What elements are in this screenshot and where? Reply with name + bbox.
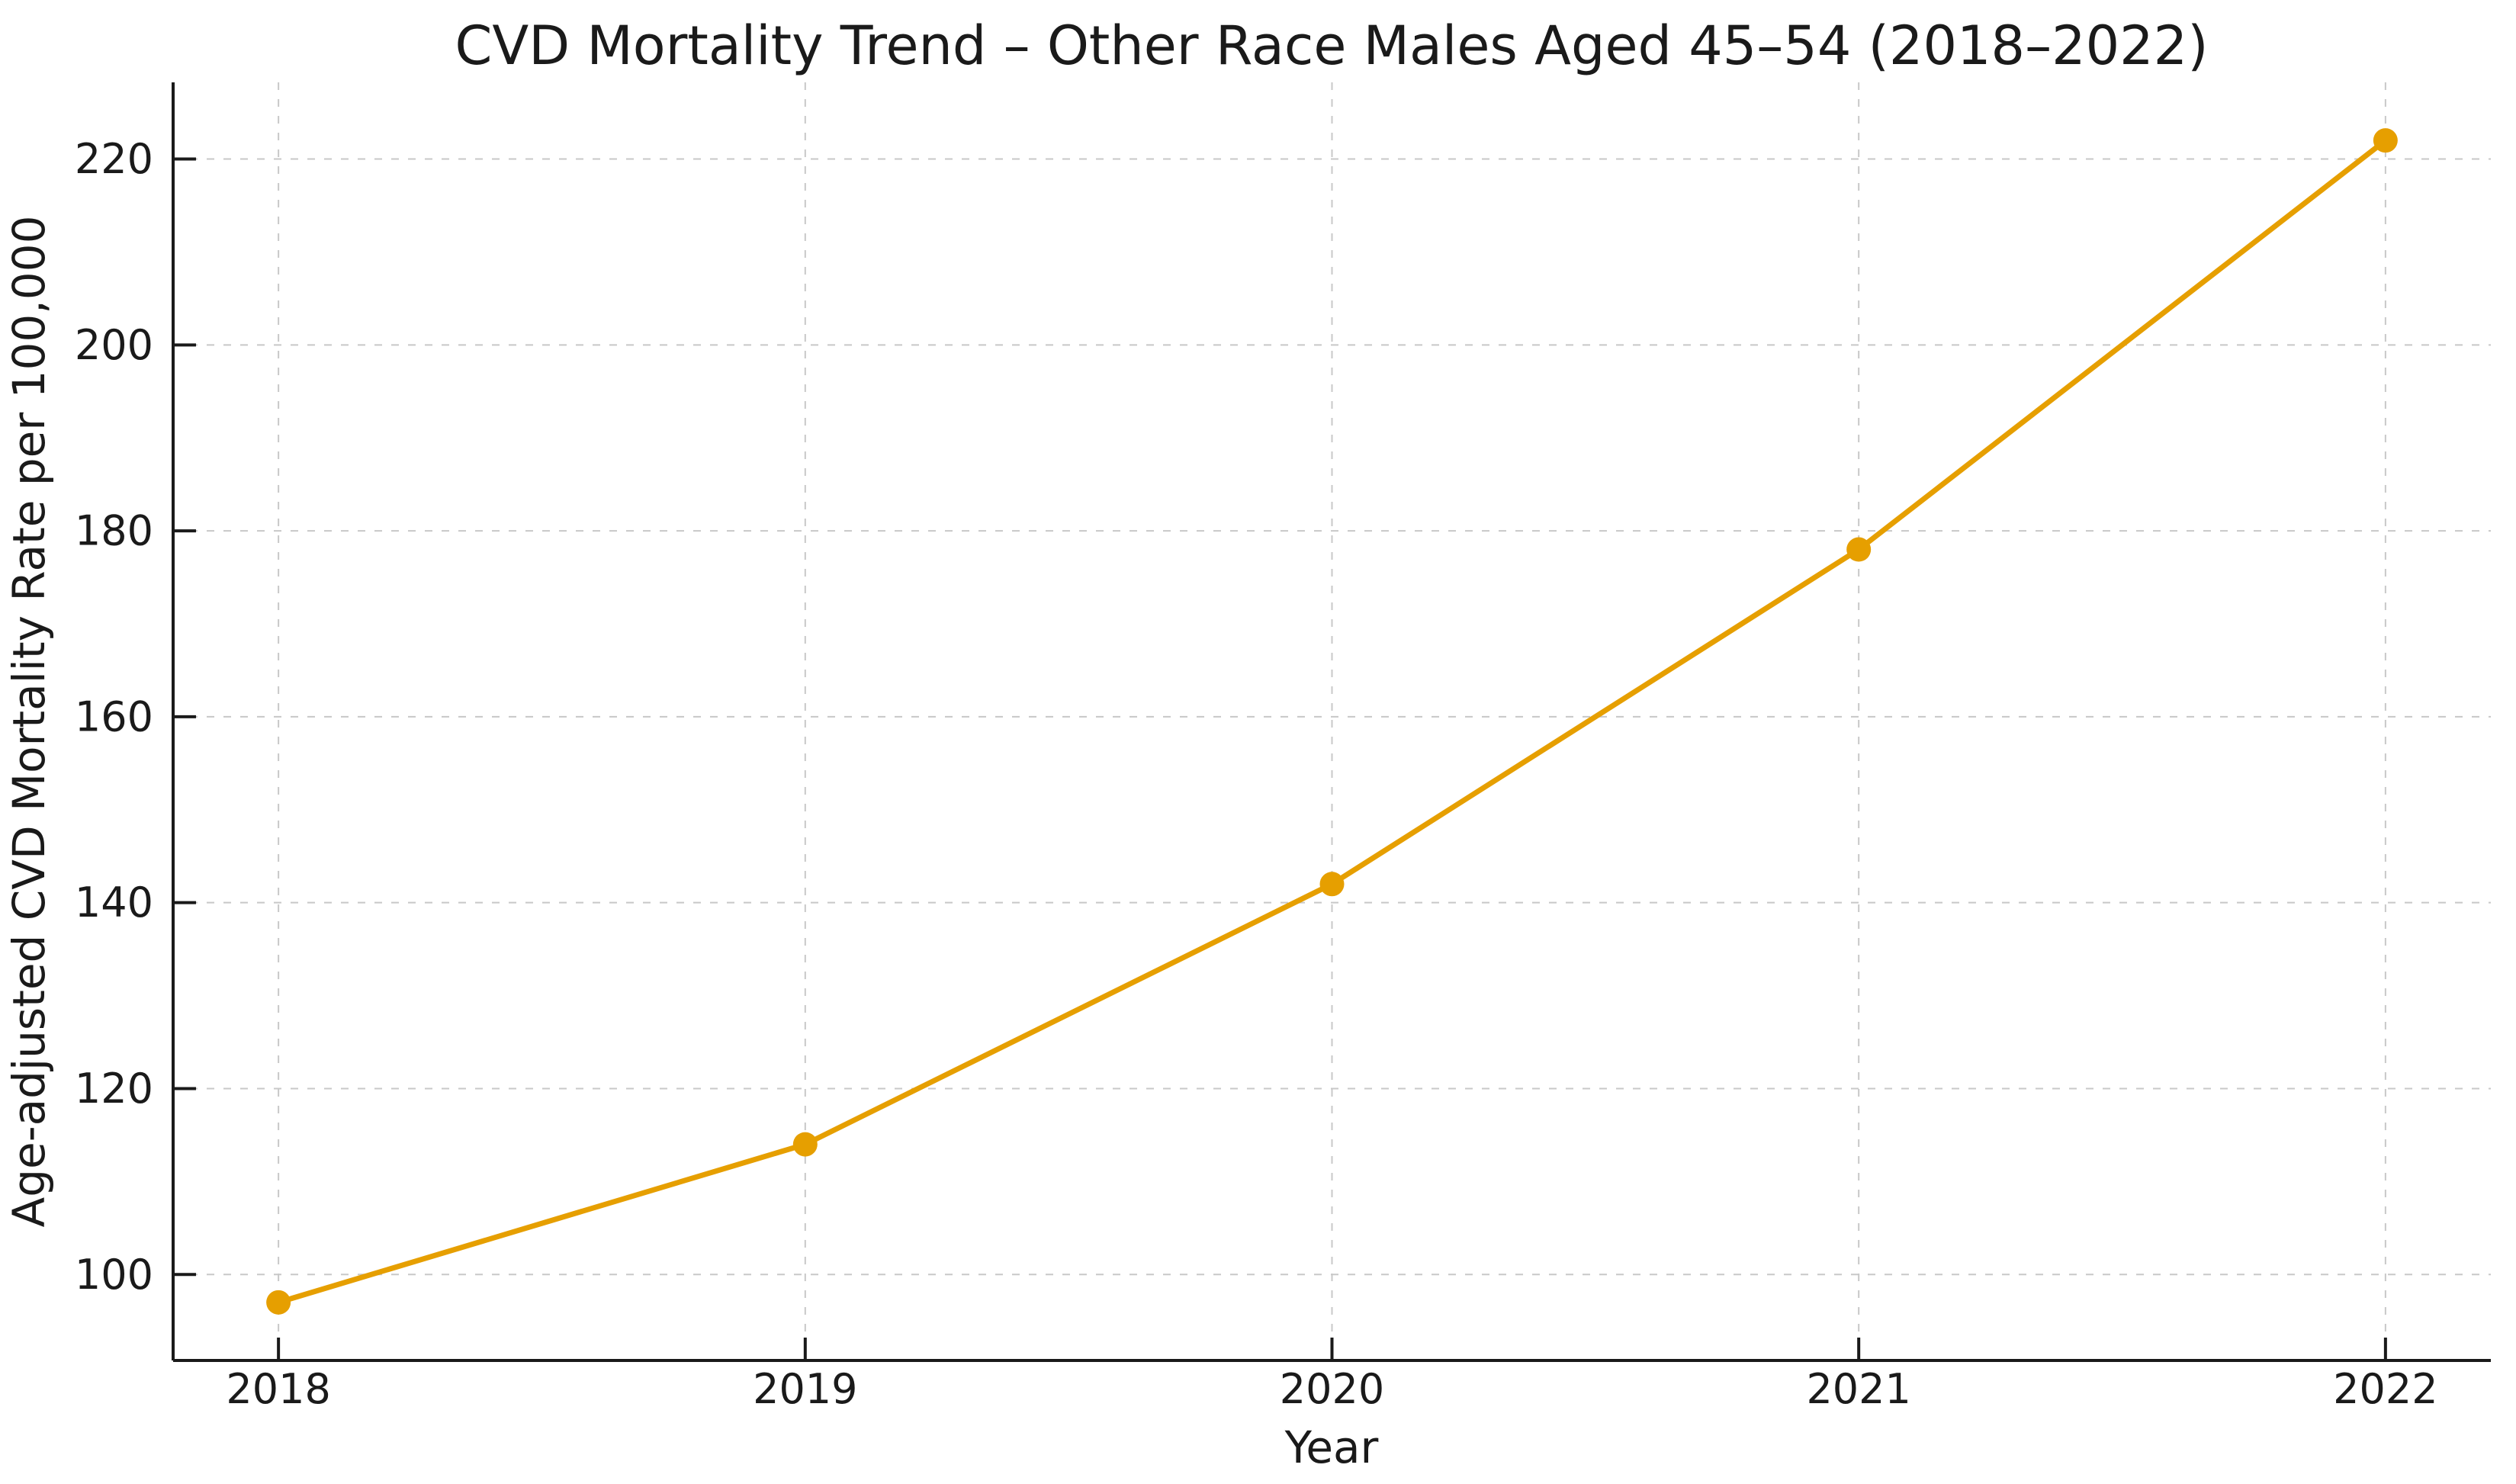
chart-title: CVD Mortality Trend – Other Race Males A… (455, 14, 2208, 77)
y-tick-label: 100 (75, 1251, 153, 1299)
y-tick-label: 220 (75, 135, 153, 183)
x-tick-label: 2021 (1806, 1365, 1910, 1413)
x-tick-label: 2019 (753, 1365, 857, 1413)
y-axis-label: Age-adjusted CVD Mortality Rate per 100,… (3, 216, 55, 1228)
y-tick-label: 140 (75, 879, 153, 927)
y-tick-label: 120 (75, 1065, 153, 1113)
gridlines (173, 82, 2491, 1360)
x-tick-label: 2018 (226, 1365, 330, 1413)
data-point-marker (266, 1290, 291, 1315)
y-tick-label: 160 (75, 692, 153, 740)
data-point-marker (792, 1132, 818, 1157)
data-point-marker (1319, 872, 1345, 897)
x-tick-label: 2020 (1280, 1365, 1384, 1413)
x-tick-label: 2022 (2333, 1365, 2437, 1413)
axes (172, 82, 2491, 1362)
data-point-marker (1846, 537, 1872, 562)
y-tick-label: 180 (75, 507, 153, 555)
data-series (266, 128, 2398, 1315)
data-point-marker (2373, 128, 2398, 153)
x-axis-label: Year (1284, 1421, 1379, 1473)
y-tick-label: 200 (75, 321, 153, 369)
tick-labels: 100 120 140 160 180 200 220 2018 2019 2020 2021 202… (75, 135, 2438, 1413)
